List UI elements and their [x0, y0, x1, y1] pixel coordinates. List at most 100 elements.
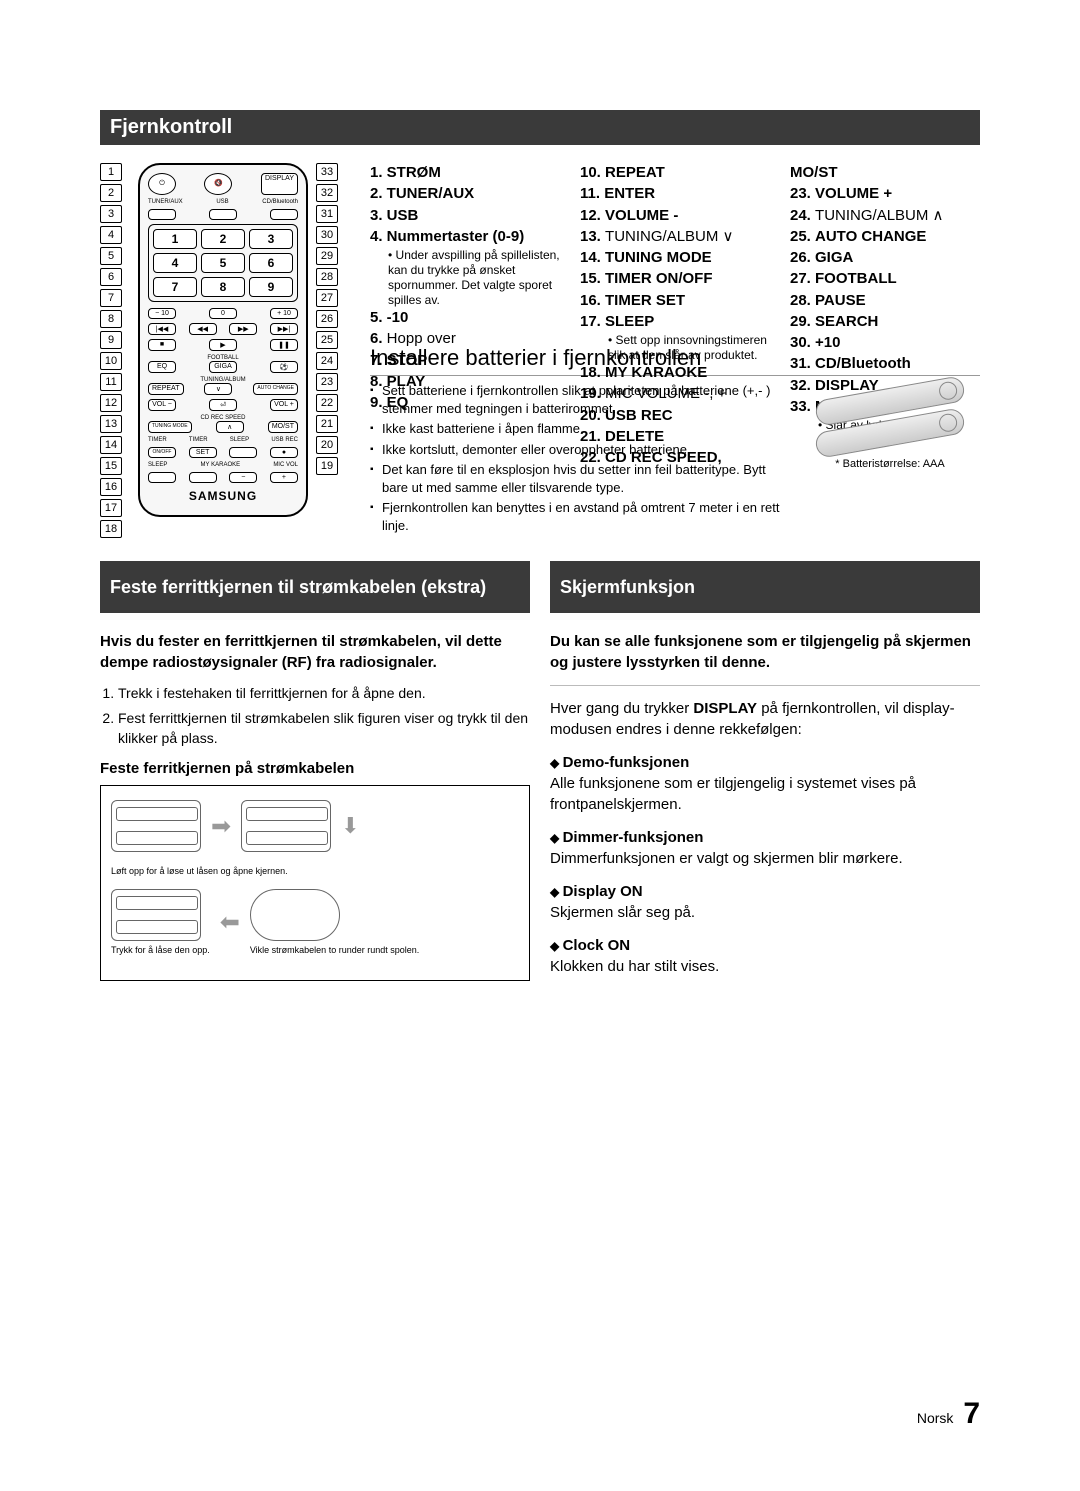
ferrite-subhead: Feste ferritkjernen på strømkabelen — [100, 760, 530, 777]
legend-item: 1. STRØM — [370, 163, 560, 183]
callout-12: 12 — [100, 394, 122, 412]
numpad: 1 2 3 4 5 6 7 8 9 — [148, 224, 298, 302]
ferrite-cap2r: Vikle strømkabelen to runder rundt spole… — [250, 945, 419, 956]
num-3: 3 — [249, 229, 293, 249]
callout-5: 5 — [100, 247, 122, 265]
battery-bullet: Sett batteriene i fjernkontrollen slik a… — [370, 382, 784, 417]
legend-item: 11. ENTER — [580, 184, 770, 204]
battery-bullet: Ikke kortslutt, demonter eller overopphe… — [370, 441, 784, 459]
footer: Norsk 7 — [917, 1397, 980, 1431]
battery-bullets: Sett batteriene i fjernkontrollen slik a… — [370, 382, 784, 537]
callout-30: 30 — [316, 226, 338, 244]
legend-item: 23. VOLUME + — [790, 184, 980, 204]
legend-item: 16. TIMER SET — [580, 291, 770, 311]
karaoke-button — [189, 472, 217, 483]
legend-item: 4. Nummertaster (0-9) — [370, 227, 560, 247]
legend-item: 14. TUNING MODE — [580, 248, 770, 268]
callout-33: 33 — [316, 163, 338, 181]
legend-item: 24. TUNING/ALBUM ∧ — [790, 206, 980, 226]
footer-lang: Norsk — [917, 1410, 954, 1426]
legend-item: 12. VOLUME - — [580, 206, 770, 226]
minus10: − 10 — [148, 308, 176, 319]
vol-plus: VOL + — [270, 399, 298, 411]
enter-icon: ⏎ — [209, 399, 237, 411]
label-usb: USB — [216, 199, 228, 205]
callout-4: 4 — [100, 226, 122, 244]
ferrite-title: Feste ferrittkjernen til strømkabelen (e… — [100, 561, 530, 613]
stop-icon: ■ — [148, 339, 176, 351]
football-button: ⚽ — [270, 361, 298, 373]
callout-11: 11 — [100, 373, 122, 391]
callout-28: 28 — [316, 268, 338, 286]
battery-diagram: * Batteristørrelse: AAA — [800, 382, 980, 537]
ferrite-diagram: ➡ ⬇ Løft opp for å løse ut låsen og åpne… — [100, 785, 530, 981]
legend-item: 28. PAUSE — [790, 291, 980, 311]
footer-page: 7 — [963, 1397, 980, 1430]
legend-item: 10. REPEAT — [580, 163, 770, 183]
display-mode: Demo-funksjonenAlle funksjonene som er t… — [550, 752, 980, 815]
num-4: 4 — [153, 253, 197, 273]
timer-onoff: ON/OFF — [148, 447, 176, 458]
legend-item: 26. GIGA — [790, 248, 980, 268]
num-8: 8 — [201, 277, 245, 297]
most-button: MO/ST — [268, 421, 298, 433]
display-mode: Dimmer-funksjonenDimmerfunksjonen er val… — [550, 827, 980, 869]
legend-item: 30. +10 — [790, 333, 980, 353]
callout-23: 23 — [316, 373, 338, 391]
skip-back-icon: |◀◀ — [148, 323, 176, 335]
display-column: Skjermfunksjon Du kan se alle funksjonen… — [550, 561, 980, 989]
ferrite-coil-icon — [250, 889, 340, 941]
callouts-right: 333231302928272625242322212019 — [316, 163, 346, 478]
legend-item: 13. TUNING/ALBUM ∨ — [580, 227, 770, 247]
ferrite-cap2l: Trykk for å låse den opp. — [111, 945, 210, 956]
ferrite-intro: Hvis du fester en ferrittkjernen til str… — [100, 631, 530, 673]
callout-21: 21 — [316, 415, 338, 433]
skip-fwd-icon: ▶▶| — [270, 323, 298, 335]
callout-2: 2 — [100, 184, 122, 202]
display-line2b: DISPLAY — [693, 700, 757, 717]
lower-columns: Feste ferrittkjernen til strømkabelen (e… — [100, 561, 980, 989]
karaoke-label: MY KARAOKE — [201, 462, 241, 468]
mute-icon: 🔇 — [204, 173, 232, 195]
section-remote-title: Fjernkontroll — [100, 110, 980, 145]
plus10: + 10 — [270, 308, 298, 319]
brand-label: SAMSUNG — [148, 489, 298, 503]
ferrite-closed-icon — [111, 889, 201, 941]
legend-note-1: Under avspilling på spillelisten, kan du… — [388, 248, 560, 308]
num-6: 6 — [249, 253, 293, 273]
timer-label: TIMER — [148, 437, 167, 443]
repeat-button: REPEAT — [148, 383, 184, 395]
display-line2a: Hver gang du trykker — [550, 700, 693, 717]
num-7: 7 — [153, 277, 197, 297]
display-mode: Clock ONKlokken du har stilt vises. — [550, 935, 980, 977]
battery-bullet: Fjernkontrollen kan benyttes i en avstan… — [370, 499, 784, 534]
callout-19: 19 — [316, 457, 338, 475]
display-modes: Demo-funksjonenAlle funksjonene som er t… — [550, 752, 980, 977]
callout-17: 17 — [100, 499, 122, 517]
sleep-label2: SLEEP — [148, 462, 167, 468]
callout-26: 26 — [316, 310, 338, 328]
eq-button: EQ — [148, 361, 176, 373]
callout-29: 29 — [316, 247, 338, 265]
num-9: 9 — [249, 277, 293, 297]
vol-minus: VOL − — [148, 399, 176, 411]
arrow-right-icon: ➡ — [211, 812, 231, 841]
num-0: 0 — [209, 308, 237, 319]
battery-block: Sett batteriene i fjernkontrollen slik a… — [370, 382, 980, 537]
callout-8: 8 — [100, 310, 122, 328]
remote-body: ⏻ 🔇 DISPLAY TUNER/AUX USB CD/Bluetooth 1 — [138, 163, 308, 517]
display-button: DISPLAY — [261, 173, 298, 195]
arrow-left-icon: ⬅ — [220, 908, 240, 937]
callout-27: 27 — [316, 289, 338, 307]
display-mode: Display ONSkjermen slår seg på. — [550, 881, 980, 923]
num-1: 1 — [153, 229, 197, 249]
pause-icon: ❚❚ — [270, 339, 298, 351]
callout-6: 6 — [100, 268, 122, 286]
arrow-down-icon: ⬇ — [341, 813, 359, 839]
src-usb — [209, 209, 237, 220]
tune-down-icon: ∨ — [204, 383, 232, 395]
callout-24: 24 — [316, 352, 338, 370]
remote-column: 123456789101112131415161718 ⏻ 🔇 DISPLAY … — [100, 163, 360, 541]
timer-set: SET — [189, 447, 217, 458]
callout-32: 32 — [316, 184, 338, 202]
